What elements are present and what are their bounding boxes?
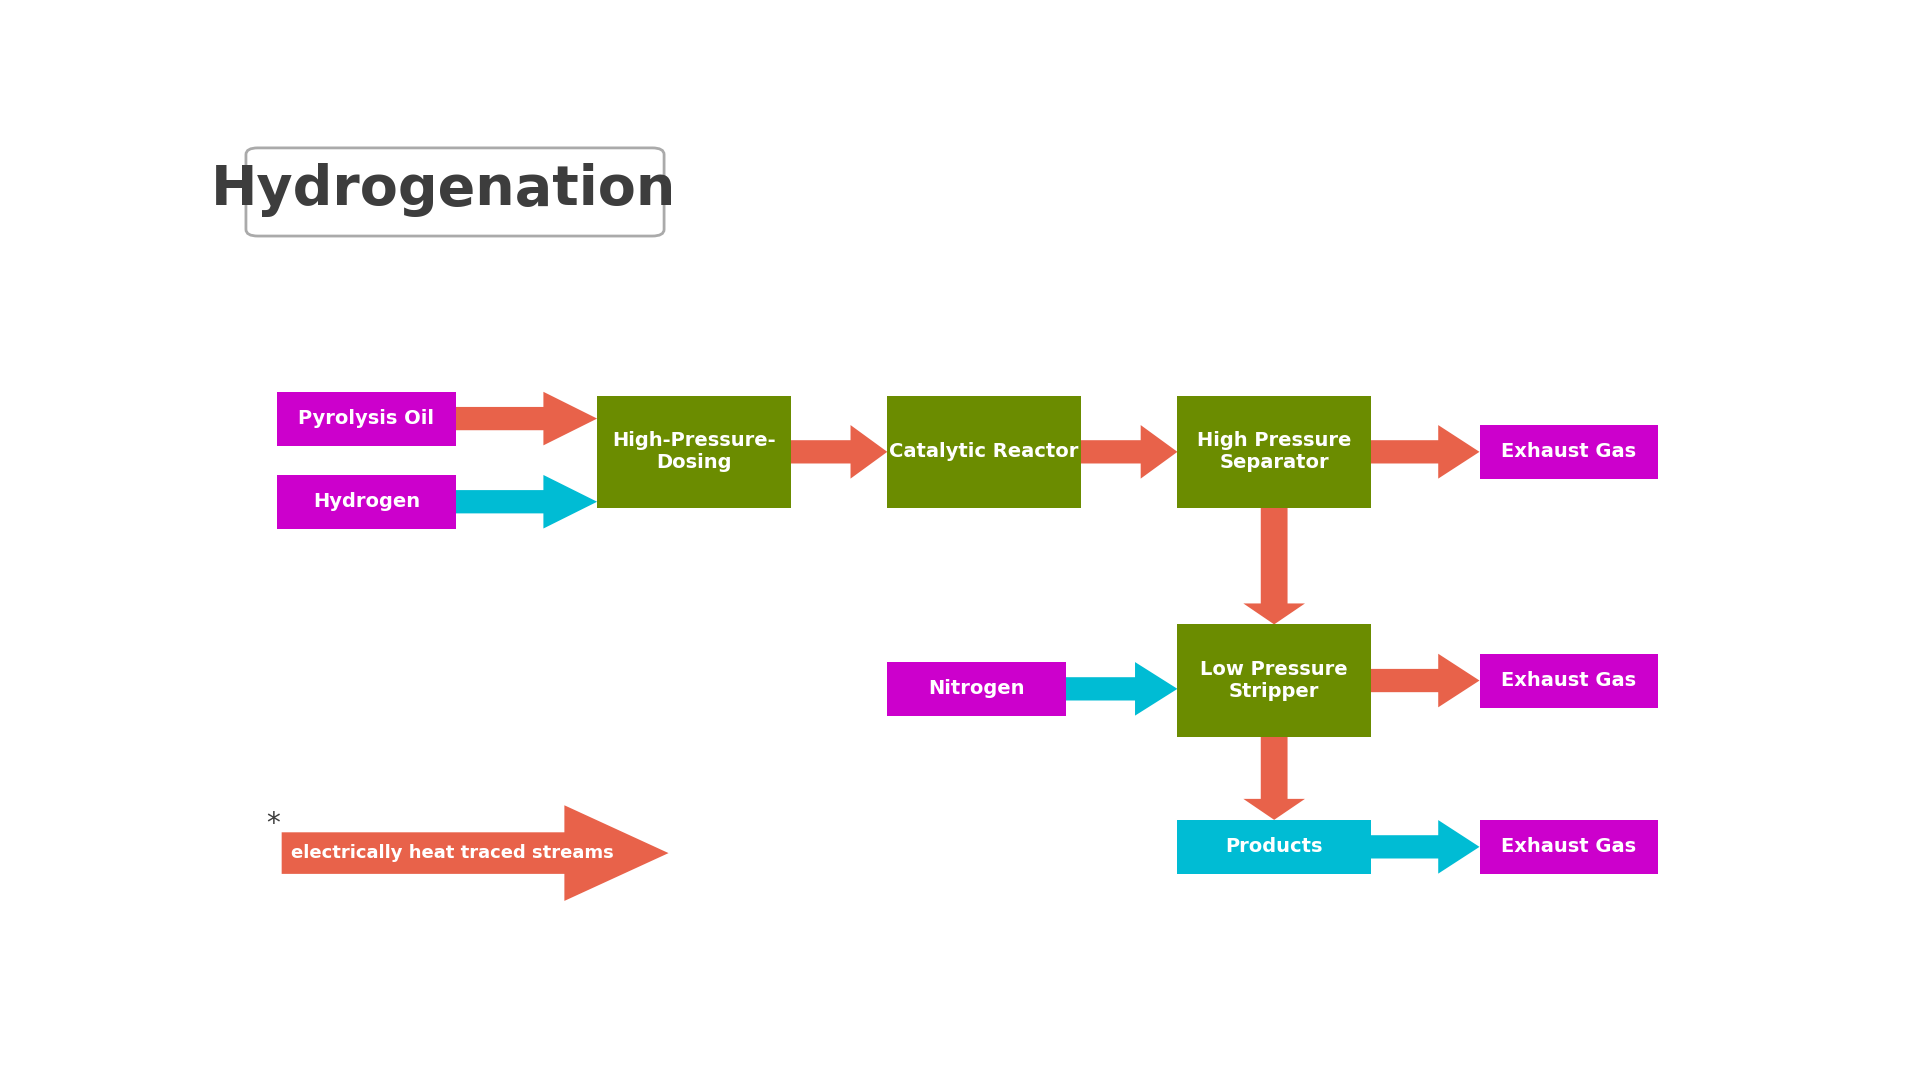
Text: Products: Products — [1225, 837, 1323, 856]
Polygon shape — [282, 806, 668, 901]
Polygon shape — [455, 475, 597, 528]
Text: Hydrogen: Hydrogen — [313, 492, 420, 511]
Polygon shape — [455, 392, 597, 445]
Polygon shape — [1081, 426, 1177, 478]
Polygon shape — [791, 426, 887, 478]
FancyBboxPatch shape — [1480, 653, 1659, 707]
FancyBboxPatch shape — [1177, 820, 1371, 874]
Text: electrically heat traced streams: electrically heat traced streams — [290, 845, 612, 862]
Polygon shape — [1371, 426, 1480, 478]
Text: High Pressure
Separator: High Pressure Separator — [1196, 431, 1352, 472]
Polygon shape — [1244, 737, 1306, 820]
FancyBboxPatch shape — [1480, 424, 1659, 478]
FancyBboxPatch shape — [887, 395, 1081, 508]
Text: Hydrogenation: Hydrogenation — [211, 163, 676, 217]
Text: Pyrolysis Oil: Pyrolysis Oil — [298, 409, 434, 428]
Text: Exhaust Gas: Exhaust Gas — [1501, 837, 1636, 856]
Text: Catalytic Reactor: Catalytic Reactor — [889, 443, 1079, 461]
Text: Exhaust Gas: Exhaust Gas — [1501, 443, 1636, 461]
Polygon shape — [1244, 508, 1306, 624]
Text: Nitrogen: Nitrogen — [927, 679, 1025, 699]
Text: Exhaust Gas: Exhaust Gas — [1501, 671, 1636, 690]
Polygon shape — [1371, 820, 1480, 874]
FancyBboxPatch shape — [1177, 624, 1371, 737]
FancyBboxPatch shape — [597, 395, 791, 508]
FancyBboxPatch shape — [1480, 820, 1659, 874]
Text: Low Pressure
Stripper: Low Pressure Stripper — [1200, 660, 1348, 701]
Text: *: * — [265, 810, 280, 838]
Text: High-Pressure-
Dosing: High-Pressure- Dosing — [612, 431, 776, 472]
Polygon shape — [1371, 653, 1480, 707]
FancyBboxPatch shape — [276, 475, 455, 529]
FancyBboxPatch shape — [1177, 395, 1371, 508]
Polygon shape — [1066, 662, 1177, 716]
FancyBboxPatch shape — [276, 392, 455, 446]
FancyBboxPatch shape — [887, 662, 1066, 716]
